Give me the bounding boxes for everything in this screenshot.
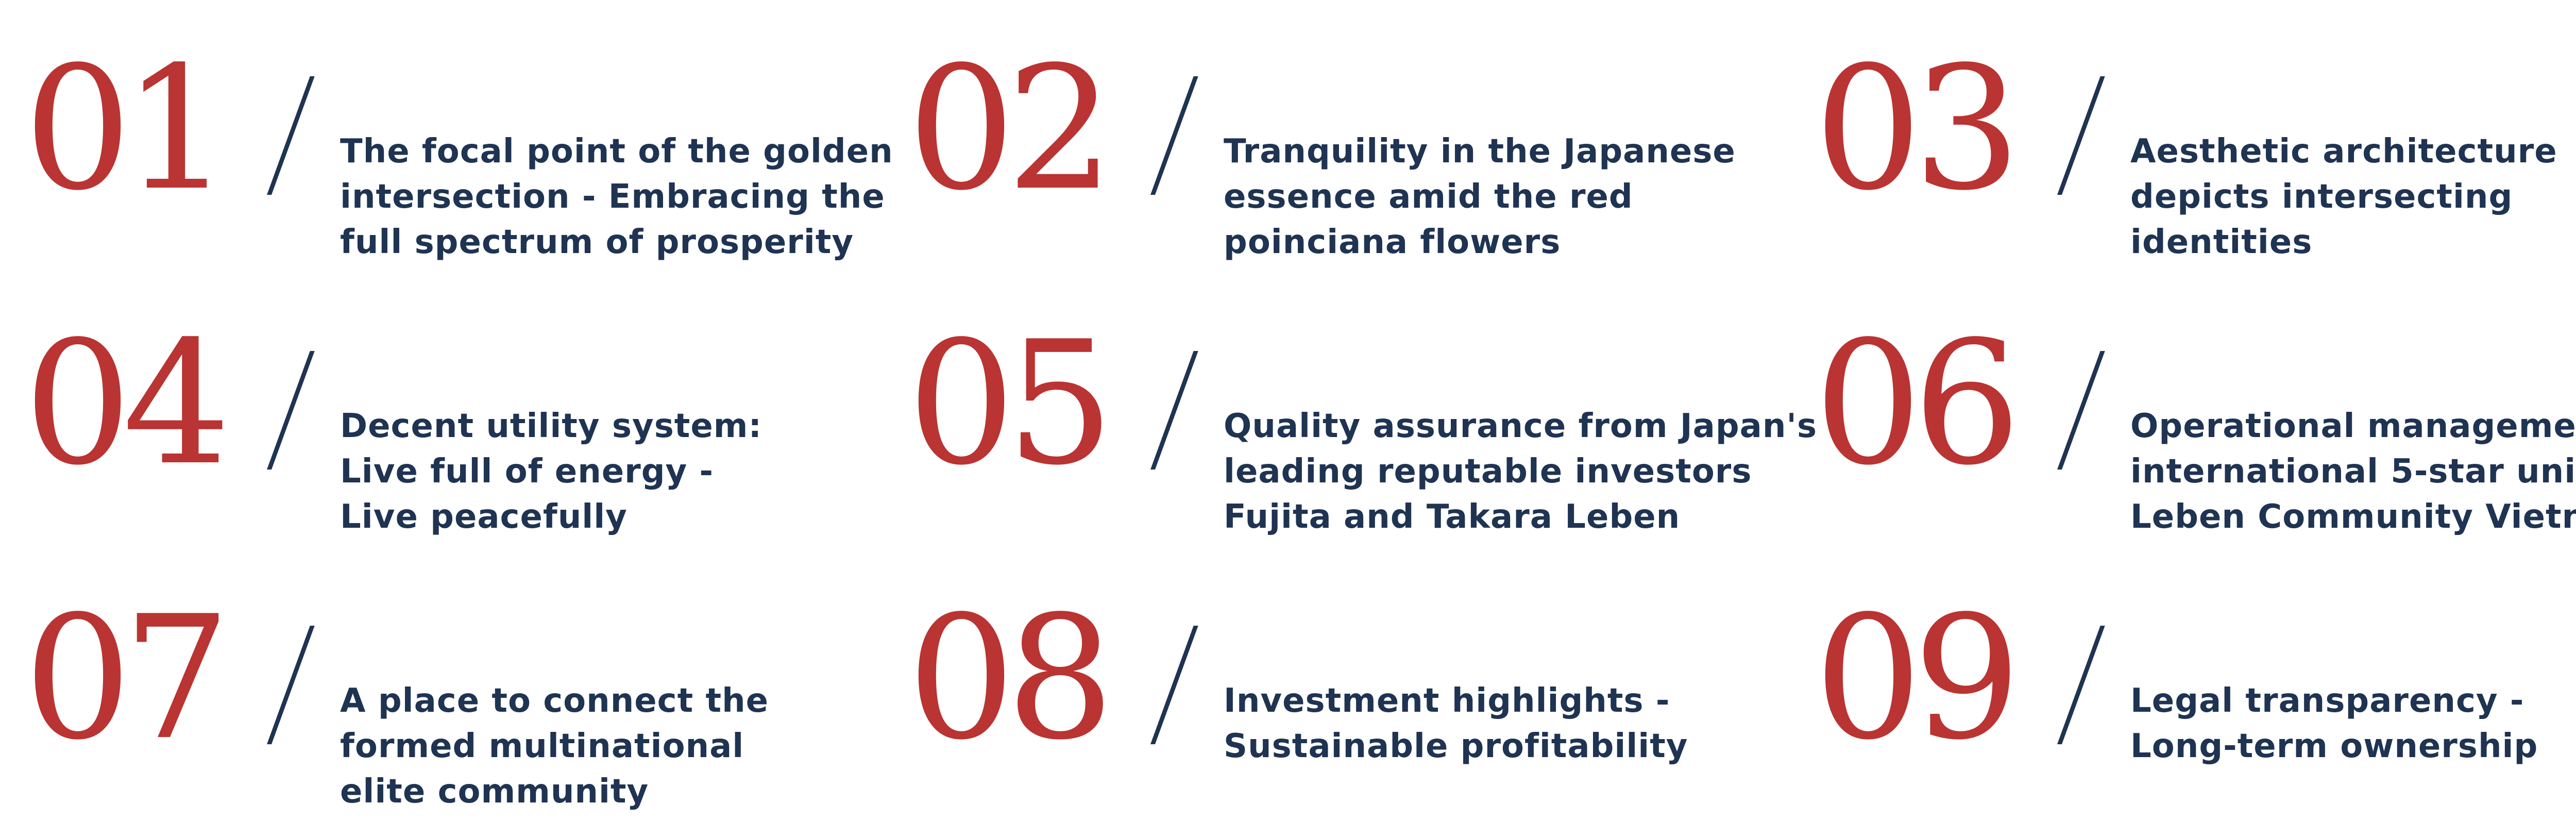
- feature-text: Aesthetic architecture depicts intersect…: [2130, 129, 2576, 265]
- slash-divider: [1150, 76, 1198, 195]
- feature-item-06: 06 Operational management by internation…: [1790, 275, 2576, 543]
- slash-divider: [267, 351, 315, 470]
- slash-divider: [2057, 626, 2105, 744]
- feature-text-line: leading reputable investors: [1224, 453, 1752, 491]
- feature-text-line: Aesthetic architecture: [2130, 132, 2557, 171]
- slash-divider: [2057, 76, 2105, 195]
- slash-divider: [267, 626, 315, 744]
- feature-text: Tranquility in the Japanese essence amid…: [1224, 129, 1770, 265]
- feature-text-line: Leben Community Vietnam: [2130, 498, 2576, 536]
- feature-text-line: depicts intersecting: [2130, 178, 2513, 216]
- feature-text-line: Legal transparency -: [2130, 682, 2524, 720]
- feature-number: 07: [24, 579, 231, 777]
- feature-item-02: 02 Tranquility in the Japanese essence a…: [884, 0, 1759, 268]
- feature-text-line: intersection - Embracing the: [340, 178, 885, 216]
- feature-text-line: Fujita and Takara Leben: [1224, 498, 1681, 536]
- feature-text-line: essence amid the red: [1224, 178, 1633, 216]
- feature-text-line: A place to connect the: [340, 682, 769, 720]
- feature-text-line: international 5-star unit: [2130, 453, 2576, 491]
- feature-text-line: full spectrum of prosperity: [340, 223, 854, 261]
- feature-text: Decent utility system: Live full of ener…: [340, 404, 886, 540]
- feature-number: 06: [1814, 305, 2021, 503]
- feature-item-04: 04 Decent utility system: Live full of e…: [0, 275, 876, 543]
- feature-item-07: 07 A place to connect the formed multina…: [0, 549, 876, 817]
- feature-item-09: 09 Legal transparency - Long-term owners…: [1790, 549, 2576, 817]
- feature-text: Operational management by international …: [2130, 404, 2576, 540]
- feature-text: The focal point of the golden intersecti…: [340, 129, 893, 265]
- slash-divider: [267, 76, 315, 195]
- feature-text-line: Sustainable profitability: [1224, 727, 1688, 765]
- feature-number: 02: [907, 30, 1114, 228]
- feature-text-line: Live full of energy -: [340, 453, 714, 491]
- feature-text-line: elite community: [340, 773, 649, 811]
- feature-text-line: Tranquility in the Japanese: [1224, 132, 1736, 171]
- feature-number: 01: [24, 30, 231, 228]
- slash-divider: [1150, 626, 1198, 744]
- feature-item-08: 08 Investment highlights - Sustainable p…: [884, 549, 1759, 817]
- slash-divider: [1150, 351, 1198, 470]
- feature-number: 05: [907, 305, 1114, 503]
- feature-text-line: formed multinational: [340, 727, 744, 765]
- feature-text-line: Long-term ownership: [2130, 727, 2538, 765]
- feature-text-line: poinciana flowers: [1224, 223, 1561, 261]
- feature-text-line: Live peacefully: [340, 498, 628, 536]
- feature-item-01: 01 The focal point of the golden interse…: [0, 0, 893, 268]
- feature-text-line: Operational management by: [2130, 407, 2576, 445]
- feature-text-line: Investment highlights -: [1224, 682, 1670, 720]
- feature-text: Quality assurance from Japan's leading r…: [1224, 404, 1818, 540]
- feature-number: 08: [907, 579, 1114, 777]
- feature-text: Legal transparency - Long-term ownership: [2130, 678, 2576, 769]
- feature-item-03: 03 Aesthetic architecture depicts inters…: [1790, 0, 2576, 268]
- feature-number: 09: [1814, 579, 2021, 777]
- feature-text: A place to connect the formed multinatio…: [340, 678, 886, 814]
- feature-text-line: Quality assurance from Japan's: [1224, 407, 1818, 445]
- feature-number: 04: [24, 305, 231, 503]
- feature-text: Investment highlights - Sustainable prof…: [1224, 678, 1770, 769]
- feature-text-line: The focal point of the golden: [340, 132, 893, 171]
- slash-divider: [2057, 351, 2105, 470]
- feature-item-05: 05 Quality assurance from Japan's leadin…: [884, 275, 1817, 543]
- feature-text-line: Decent utility system:: [340, 407, 762, 445]
- feature-text-line: identities: [2130, 223, 2313, 261]
- feature-number: 03: [1814, 30, 2021, 228]
